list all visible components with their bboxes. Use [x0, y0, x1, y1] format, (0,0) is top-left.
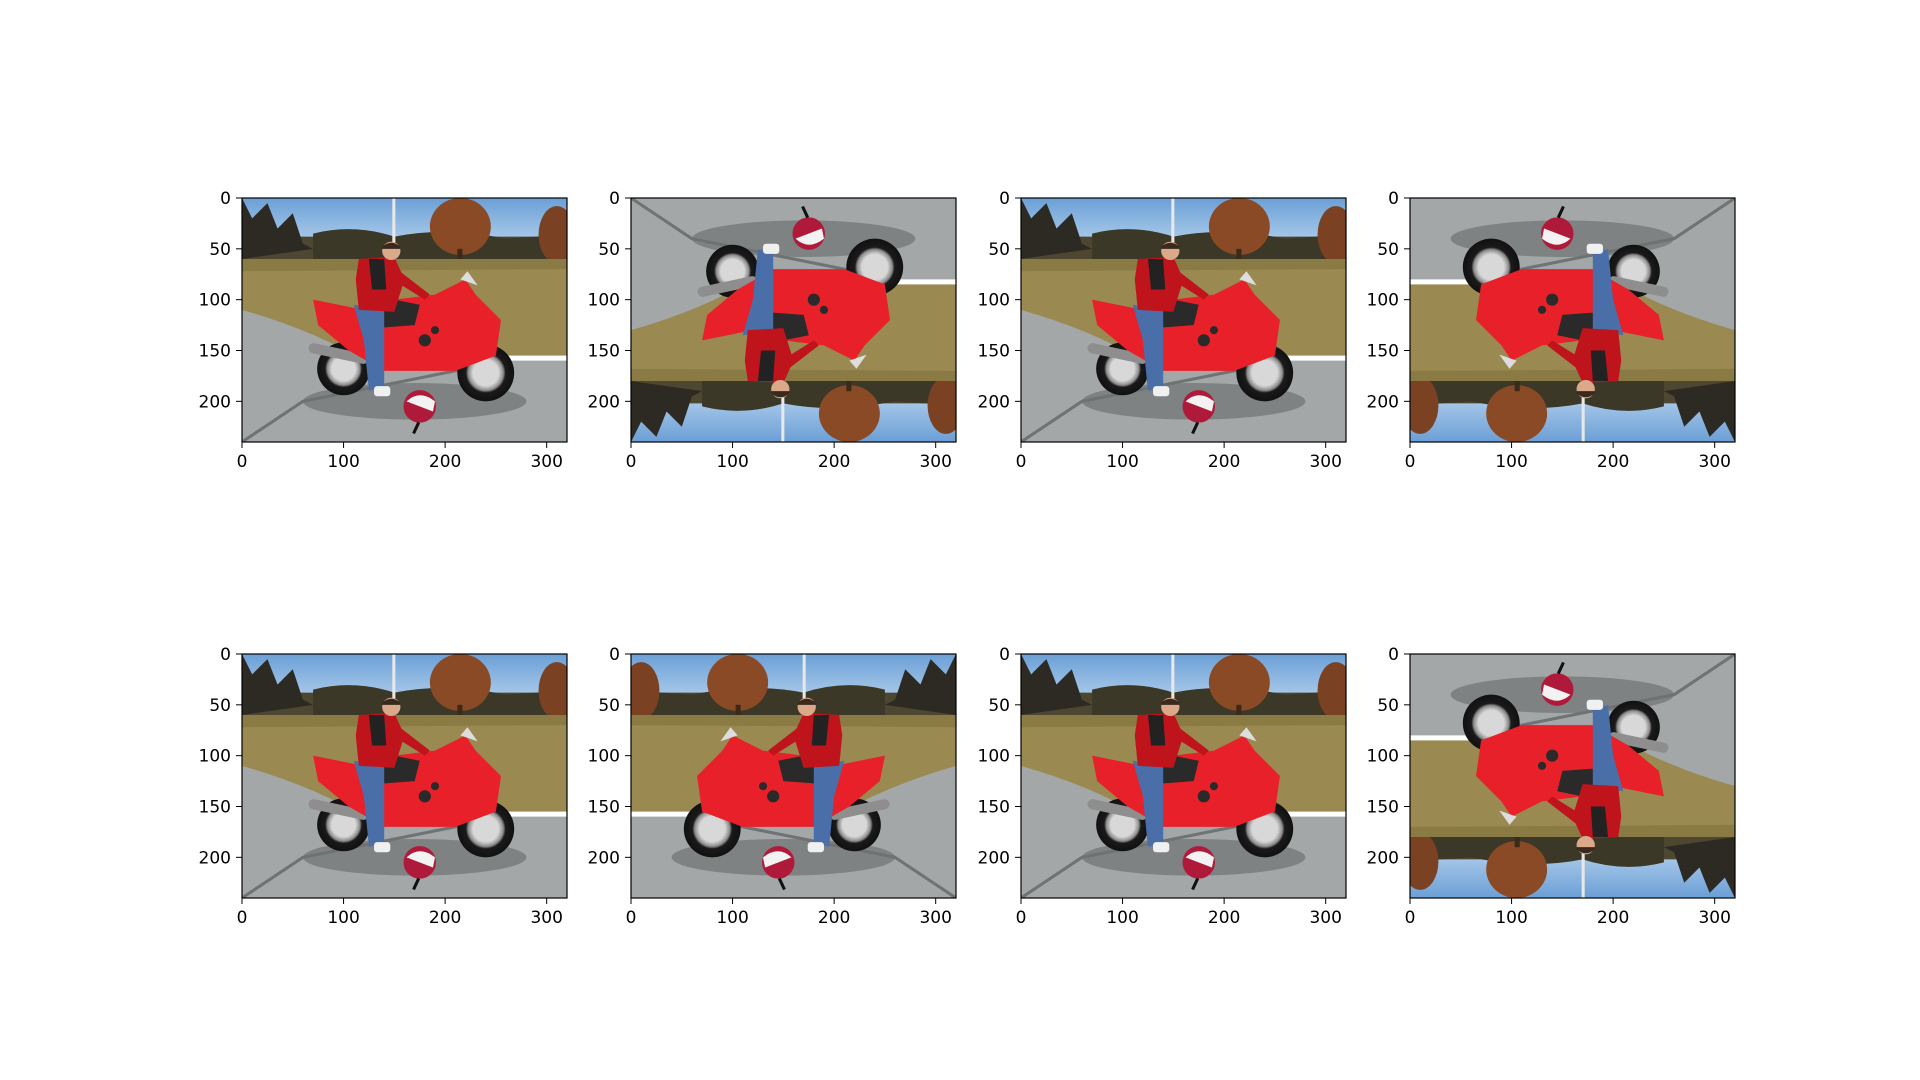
image-subplot: 0 100 200 300 0 50 100 150 200	[588, 189, 957, 472]
x-tick-label: 200	[429, 908, 461, 928]
y-tick-label: 150	[978, 798, 1010, 818]
y-tick-label: 200	[199, 392, 231, 412]
image-subplot: 0 100 200 300 0 50 100 150 200	[978, 645, 1347, 928]
motorcycle-photo	[1021, 654, 1346, 898]
y-tick-label: 200	[588, 392, 620, 412]
x-tick-label: 100	[1106, 908, 1138, 928]
y-tick-label: 0	[220, 189, 231, 209]
x-tick-label: 100	[716, 908, 748, 928]
y-tick-label: 100	[199, 291, 231, 311]
x-tick-label: 200	[429, 452, 461, 472]
y-tick-label: 150	[588, 342, 620, 362]
axes-frame	[1409, 653, 1736, 899]
x-tick-label: 0	[626, 908, 637, 928]
x-tick-label: 200	[1597, 452, 1629, 472]
y-tick-label: 100	[1367, 747, 1399, 767]
motorcycle-photo	[1410, 198, 1735, 442]
x-tick-label: 0	[237, 452, 248, 472]
y-tick-label: 0	[999, 189, 1010, 209]
x-tick-label: 300	[1698, 908, 1730, 928]
image-subplot: 0 100 200 300 0 50 100 150 200	[1367, 645, 1736, 928]
axes-frame	[630, 197, 957, 443]
x-tick-label: 300	[919, 908, 951, 928]
y-tick-label: 150	[588, 798, 620, 818]
y-tick-label: 50	[988, 240, 1010, 260]
x-tick-label: 100	[327, 452, 359, 472]
axes-frame	[1020, 197, 1347, 443]
y-tick-label: 100	[1367, 291, 1399, 311]
x-tick-label: 300	[530, 452, 562, 472]
x-tick-label: 300	[530, 908, 562, 928]
y-tick-label: 200	[978, 848, 1010, 868]
y-tick-label: 150	[199, 798, 231, 818]
x-tick-label: 0	[1405, 908, 1416, 928]
x-tick-label: 200	[1597, 908, 1629, 928]
motorcycle-photo	[1021, 198, 1346, 442]
image-subplot: 0 100 200 300 0 50 100 150 200	[199, 645, 568, 928]
y-tick-label: 100	[199, 747, 231, 767]
y-tick-label: 50	[1377, 240, 1399, 260]
y-tick-label: 50	[209, 240, 231, 260]
axes-frame	[241, 653, 568, 899]
y-tick-label: 50	[988, 696, 1010, 716]
x-tick-label: 0	[1405, 452, 1416, 472]
y-tick-label: 150	[978, 342, 1010, 362]
panels-grid: 0 100 200 300 0 50 100 150 200 0 100 200 300 0 50 100 15…	[199, 189, 1736, 928]
axes-frame	[1409, 197, 1736, 443]
x-tick-label: 0	[237, 908, 248, 928]
motorcycle-photo	[631, 654, 956, 898]
image-subplot: 0 100 200 300 0 50 100 150 200	[978, 189, 1347, 472]
x-tick-label: 0	[1016, 452, 1027, 472]
x-tick-label: 0	[1016, 908, 1027, 928]
axes-frame	[1020, 653, 1347, 899]
y-tick-label: 50	[598, 696, 620, 716]
x-tick-label: 100	[1495, 908, 1527, 928]
y-tick-label: 100	[978, 291, 1010, 311]
y-tick-label: 50	[598, 240, 620, 260]
motorcycle-photo	[242, 654, 567, 898]
x-tick-label: 0	[626, 452, 637, 472]
y-tick-label: 200	[199, 848, 231, 868]
image-subplot: 0 100 200 300 0 50 100 150 200	[588, 645, 957, 928]
x-tick-label: 300	[1309, 452, 1341, 472]
y-tick-label: 200	[588, 848, 620, 868]
x-tick-label: 200	[1208, 908, 1240, 928]
motorcycle-photo	[631, 198, 956, 442]
x-tick-label: 300	[1309, 908, 1341, 928]
y-tick-label: 0	[609, 645, 620, 665]
y-tick-label: 100	[978, 747, 1010, 767]
x-tick-label: 200	[818, 908, 850, 928]
y-tick-label: 100	[588, 747, 620, 767]
image-subplot: 0 100 200 300 0 50 100 150 200	[199, 189, 568, 472]
image-subplot: 0 100 200 300 0 50 100 150 200	[1367, 189, 1736, 472]
y-tick-label: 0	[1388, 645, 1399, 665]
x-tick-label: 100	[327, 908, 359, 928]
y-tick-label: 50	[1377, 696, 1399, 716]
y-tick-label: 200	[978, 392, 1010, 412]
y-tick-label: 0	[220, 645, 231, 665]
y-tick-label: 50	[209, 696, 231, 716]
y-tick-label: 150	[1367, 798, 1399, 818]
y-tick-label: 0	[609, 189, 620, 209]
y-tick-label: 0	[999, 645, 1010, 665]
x-tick-label: 200	[1208, 452, 1240, 472]
x-tick-label: 300	[1698, 452, 1730, 472]
x-tick-label: 200	[818, 452, 850, 472]
motorcycle-photo	[1410, 654, 1735, 898]
y-tick-label: 200	[1367, 392, 1399, 412]
y-tick-label: 150	[199, 342, 231, 362]
x-tick-label: 100	[716, 452, 748, 472]
y-tick-label: 150	[1367, 342, 1399, 362]
y-tick-label: 0	[1388, 189, 1399, 209]
axes-frame	[241, 197, 568, 443]
x-tick-label: 100	[1495, 452, 1527, 472]
x-tick-label: 100	[1106, 452, 1138, 472]
y-tick-label: 200	[1367, 848, 1399, 868]
axes-frame	[630, 653, 957, 899]
y-tick-label: 100	[588, 291, 620, 311]
motorcycle-photo	[242, 198, 567, 442]
x-tick-label: 300	[919, 452, 951, 472]
